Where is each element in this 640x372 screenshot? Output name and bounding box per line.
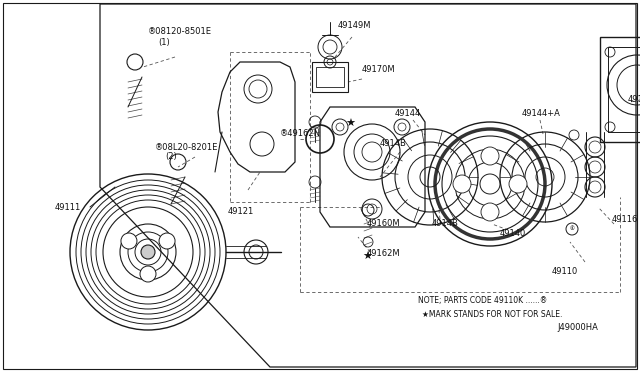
Text: 49162M: 49162M xyxy=(367,250,401,259)
Circle shape xyxy=(509,175,527,193)
Bar xyxy=(312,62,348,92)
Circle shape xyxy=(141,245,155,259)
Text: 49110: 49110 xyxy=(552,267,579,276)
Text: 49144: 49144 xyxy=(395,109,421,119)
Text: J49000HA: J49000HA xyxy=(557,324,598,333)
Text: 49111: 49111 xyxy=(55,202,81,212)
Text: ★: ★ xyxy=(362,252,372,262)
Text: 49149: 49149 xyxy=(628,96,640,105)
Bar xyxy=(608,47,640,132)
Text: ④: ④ xyxy=(570,227,575,231)
Text: ★: ★ xyxy=(345,119,355,129)
Bar xyxy=(316,67,344,87)
Text: (2): (2) xyxy=(165,153,177,161)
Text: ★MARK STANDS FOR NOT FOR SALE.: ★MARK STANDS FOR NOT FOR SALE. xyxy=(422,310,563,318)
Text: 49144+A: 49144+A xyxy=(522,109,561,119)
Circle shape xyxy=(453,175,471,193)
Text: (1): (1) xyxy=(158,38,170,46)
Text: 49149M: 49149M xyxy=(338,20,371,29)
Circle shape xyxy=(481,203,499,221)
Circle shape xyxy=(121,233,137,249)
Text: 4914B: 4914B xyxy=(432,219,459,228)
Circle shape xyxy=(481,147,499,165)
Text: ®08120-8501E: ®08120-8501E xyxy=(148,28,212,36)
Text: ®49162N: ®49162N xyxy=(280,129,321,138)
Text: 49140: 49140 xyxy=(500,230,526,238)
Text: 49160M: 49160M xyxy=(367,219,401,228)
Circle shape xyxy=(140,266,156,282)
Bar xyxy=(600,37,640,142)
Text: ®08L20-8201E: ®08L20-8201E xyxy=(155,142,218,151)
Text: 49116: 49116 xyxy=(612,215,638,224)
Text: 49170M: 49170M xyxy=(362,65,396,74)
Circle shape xyxy=(159,233,175,249)
Text: 4914B: 4914B xyxy=(380,140,407,148)
Text: NOTE; PARTS CODE 49110K ......®: NOTE; PARTS CODE 49110K ......® xyxy=(418,295,547,305)
Text: 49121: 49121 xyxy=(228,208,254,217)
